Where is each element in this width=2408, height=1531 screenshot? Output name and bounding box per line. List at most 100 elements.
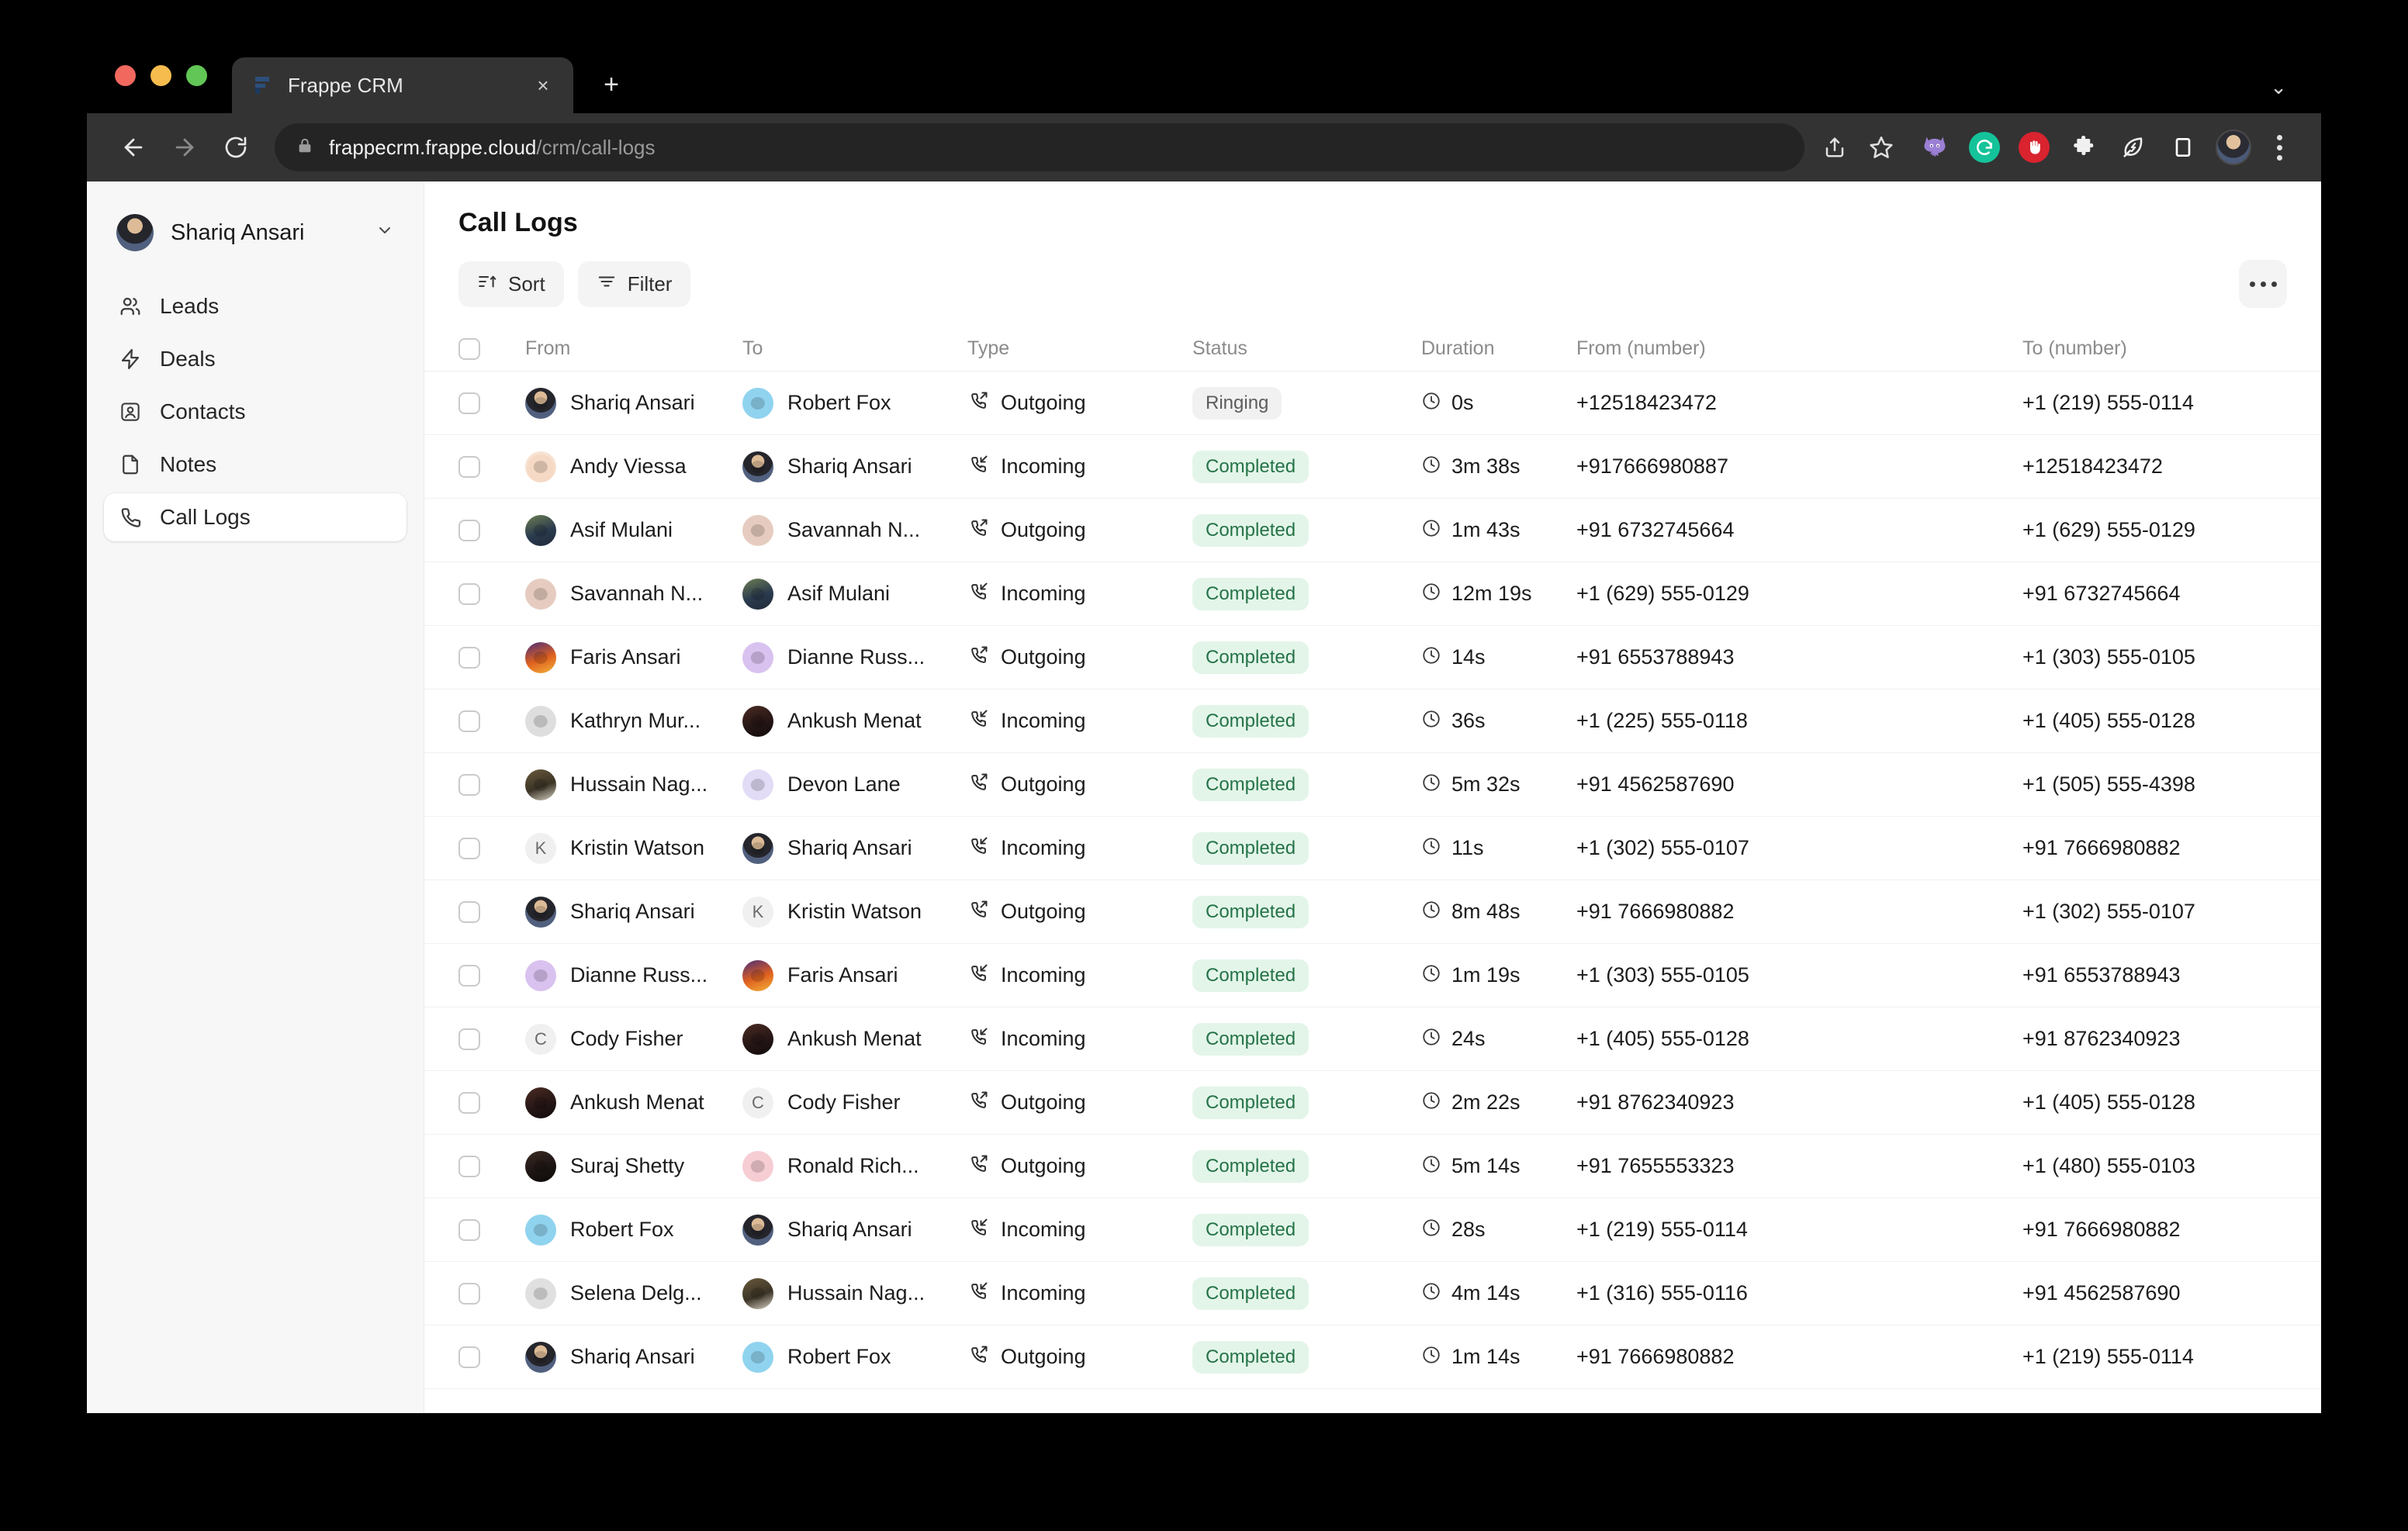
user-switcher[interactable]: Shariq Ansari [104,203,407,262]
cell-from[interactable]: Faris Ansari [525,641,742,673]
table-row[interactable]: Andy Viessa Shariq Ansari Incoming Compl… [424,435,2321,499]
side-panel-icon[interactable] [2161,126,2205,169]
minimize-window-button[interactable] [150,64,171,86]
cell-to[interactable]: Shariq Ansari [742,1214,967,1246]
row-checkbox[interactable] [458,392,480,414]
cell-to[interactable]: Faris Ansari [742,959,967,991]
cell-from[interactable]: Dianne Russ... [525,959,742,991]
table-row[interactable]: Kathryn Mur... Ankush Menat Incoming Com… [424,689,2321,753]
cell-to[interactable]: Savannah N... [742,514,967,546]
table-row[interactable]: Hussain Nag... Devon Lane Outgoing Compl… [424,753,2321,817]
row-checkbox[interactable] [458,1346,480,1368]
cell-to[interactable]: Ankush Menat [742,1023,967,1055]
maximize-window-button[interactable] [186,64,207,86]
close-window-button[interactable] [115,64,136,86]
cell-from[interactable]: Selena Delg... [525,1277,742,1309]
row-checkbox[interactable] [458,773,480,796]
table-row[interactable]: Selena Delg... Hussain Nag... Incoming C… [424,1262,2321,1325]
cell-from[interactable]: Savannah N... [525,578,742,610]
cell-from[interactable]: Andy Viessa [525,451,742,482]
filter-button[interactable]: Filter [577,261,691,307]
row-checkbox[interactable] [458,646,480,669]
sidebar-item-call-logs[interactable]: Call Logs [104,493,407,541]
row-checkbox[interactable] [458,455,480,478]
row-checkbox[interactable] [458,1282,480,1305]
table-row[interactable]: Ankush Menat C Cody Fisher Outgoing Comp… [424,1071,2321,1135]
cell-to[interactable]: Ronald Rich... [742,1150,967,1182]
cell-from[interactable]: Robert Fox [525,1214,742,1246]
column-header-from-number[interactable]: From (number) [1576,337,1706,359]
cell-from[interactable]: Shariq Ansari [525,896,742,928]
cell-to[interactable]: Shariq Ansari [742,451,967,482]
reload-icon[interactable] [213,124,259,171]
select-all-checkbox[interactable] [458,337,480,360]
cell-to[interactable]: Hussain Nag... [742,1277,967,1309]
cell-to[interactable]: Robert Fox [742,1341,967,1373]
column-header-to-number[interactable]: To (number) [2022,337,2127,359]
sidebar-item-notes[interactable]: Notes [104,441,407,489]
row-checkbox[interactable] [458,582,480,605]
sidebar-item-leads[interactable]: Leads [104,282,407,330]
cell-to[interactable]: Dianne Russ... [742,641,967,673]
cell-from[interactable]: Shariq Ansari [525,387,742,419]
cell-to[interactable]: Asif Mulani [742,578,967,610]
cell-from[interactable]: Ankush Menat [525,1087,742,1118]
column-header-type[interactable]: Type [967,337,1010,359]
row-checkbox[interactable] [458,1155,480,1177]
cell-to[interactable]: Ankush Menat [742,705,967,737]
new-tab-button[interactable]: + [604,69,619,99]
adblock-icon[interactable] [2012,126,2056,169]
row-checkbox[interactable] [458,710,480,732]
octocat-icon[interactable] [1913,126,1956,169]
leaf-icon[interactable] [2112,126,2155,169]
cell-to[interactable]: Robert Fox [742,387,967,419]
table-row[interactable]: Shariq Ansari Robert Fox Outgoing Ringin… [424,372,2321,435]
row-checkbox[interactable] [458,837,480,859]
row-checkbox[interactable] [458,1091,480,1114]
browser-profile-avatar[interactable] [2216,130,2251,165]
row-checkbox[interactable] [458,1218,480,1241]
cell-from[interactable]: Kathryn Mur... [525,705,742,737]
cell-to[interactable]: Devon Lane [742,769,967,800]
chevron-down-icon[interactable]: ⌄ [2270,75,2287,98]
cell-to[interactable]: C Cody Fisher [742,1087,967,1118]
column-header-duration[interactable]: Duration [1421,337,1495,359]
table-row[interactable]: Shariq Ansari Robert Fox Outgoing Comple… [424,1325,2321,1389]
table-row[interactable]: Robert Fox Shariq Ansari Incoming Comple… [424,1198,2321,1262]
row-checkbox[interactable] [458,519,480,541]
row-checkbox[interactable] [458,1028,480,1050]
cell-from[interactable]: K Kristin Watson [525,832,742,864]
cell-from[interactable]: Shariq Ansari [525,1341,742,1373]
grammarly-icon[interactable] [1963,126,2006,169]
forward-icon[interactable] [161,124,208,171]
table-row[interactable]: Savannah N... Asif Mulani Incoming Compl… [424,562,2321,626]
cell-from[interactable]: C Cody Fisher [525,1023,742,1055]
column-header-status[interactable]: Status [1192,337,1247,359]
browser-tab-frappe-crm[interactable]: Frappe CRM × [232,57,573,113]
cell-from[interactable]: Asif Mulani [525,514,742,546]
cell-from[interactable]: Hussain Nag... [525,769,742,800]
table-row[interactable]: Shariq Ansari K Kristin Watson Outgoing … [424,880,2321,944]
puzzle-extensions-icon[interactable] [2062,126,2105,169]
cell-to[interactable]: K Kristin Watson [742,896,967,928]
bookmark-star-icon[interactable] [1860,126,1902,168]
cell-to[interactable]: Shariq Ansari [742,832,967,864]
column-header-from[interactable]: From [525,337,571,359]
table-row[interactable]: Suraj Shetty Ronald Rich... Outgoing Com… [424,1135,2321,1198]
column-header-to[interactable]: To [742,337,763,359]
url-address-input[interactable]: frappecrm.frappe.cloud/crm/call-logs [275,123,1804,171]
sort-button[interactable]: Sort [458,261,564,307]
more-options-button[interactable] [2239,260,2287,308]
row-checkbox[interactable] [458,964,480,987]
table-row[interactable]: Faris Ansari Dianne Russ... Outgoing Com… [424,626,2321,689]
share-icon[interactable] [1814,126,1856,168]
table-row[interactable]: Dianne Russ... Faris Ansari Incoming Com… [424,944,2321,1007]
sidebar-item-contacts[interactable]: Contacts [104,388,407,436]
three-dot-menu-icon[interactable] [2261,126,2298,169]
close-tab-icon[interactable]: × [537,73,549,97]
sidebar-item-deals[interactable]: Deals [104,335,407,383]
table-row[interactable]: Asif Mulani Savannah N... Outgoing Compl… [424,499,2321,562]
row-checkbox[interactable] [458,900,480,923]
cell-from[interactable]: Suraj Shetty [525,1150,742,1182]
back-icon[interactable] [110,124,157,171]
